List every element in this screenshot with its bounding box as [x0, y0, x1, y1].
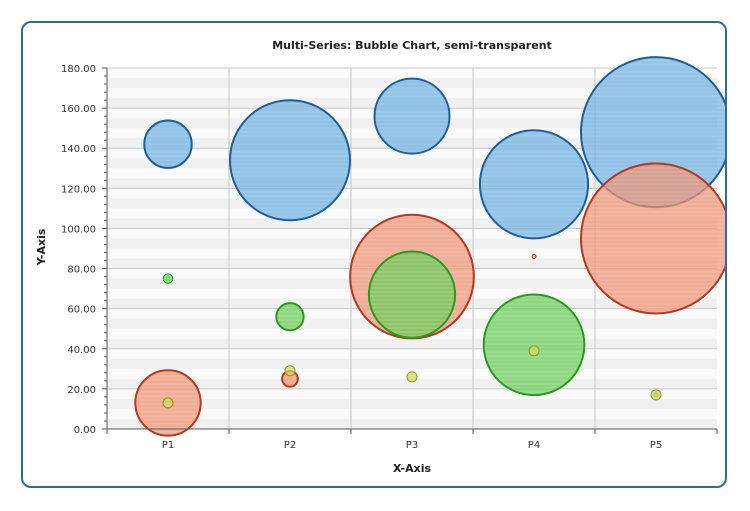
plot-band — [107, 418, 717, 429]
x-tick-label: P2 — [284, 440, 296, 451]
y-tick-label: 180.00 — [61, 64, 96, 75]
x-tick-label: P1 — [162, 440, 174, 451]
x-tick-label: P5 — [650, 440, 662, 451]
y-tick-label: 100.00 — [61, 224, 96, 235]
plot-band — [107, 158, 717, 169]
bubble — [162, 397, 174, 409]
bubble-highlight — [582, 58, 725, 207]
bubble-highlight — [484, 295, 584, 395]
x-tick-label: P3 — [406, 440, 418, 451]
bubble — [531, 254, 537, 260]
y-tick-label: 60.00 — [67, 305, 96, 316]
bubble-highlight — [277, 304, 303, 330]
y-tick-label: 20.00 — [67, 385, 96, 396]
chart-frame: Multi-Series: Bubble Chart, semi-transpa… — [21, 21, 727, 488]
bubble — [406, 371, 418, 383]
plot-band — [107, 358, 717, 369]
x-tick-label: P4 — [528, 440, 540, 451]
bubble-highlight — [480, 131, 588, 238]
bubble — [162, 273, 174, 284]
plot-band — [107, 338, 717, 349]
bubble-highlight — [145, 121, 191, 167]
y-tick-label: 40.00 — [67, 345, 96, 356]
chart-canvas: Multi-Series: Bubble Chart, semi-transpa… — [35, 39, 725, 475]
bubble-series-4 — [162, 345, 662, 409]
bubble-highlight — [582, 164, 725, 313]
plot-band — [107, 178, 717, 189]
bubbles — [134, 56, 725, 437]
bubble — [284, 365, 296, 377]
y-tick-label: 120.00 — [61, 184, 96, 195]
y-axis-label: Y-Axis — [35, 228, 48, 266]
bubble — [650, 389, 662, 401]
plot-band — [107, 378, 717, 389]
bubble-highlight — [231, 101, 349, 220]
plot-band — [107, 398, 717, 409]
x-axis-label: X-Axis — [393, 462, 432, 475]
y-tick-label: 140.00 — [61, 144, 96, 155]
bubble — [528, 345, 540, 357]
chart-title: Multi-Series: Bubble Chart, semi-transpa… — [272, 39, 552, 52]
bubble-series-3 — [162, 250, 659, 398]
bubble-highlight — [369, 252, 455, 337]
y-tick-label: 0.00 — [74, 425, 96, 436]
bubble-highlight — [375, 79, 449, 153]
y-tick-label: 80.00 — [67, 265, 96, 276]
axes: 0.00 20.00 40.00 60.00 80.00 100.00 120.00 140.… — [61, 64, 718, 451]
y-tick-label: 160.00 — [61, 104, 96, 115]
plot-band — [107, 198, 717, 209]
bubble-series-1 — [143, 56, 725, 240]
